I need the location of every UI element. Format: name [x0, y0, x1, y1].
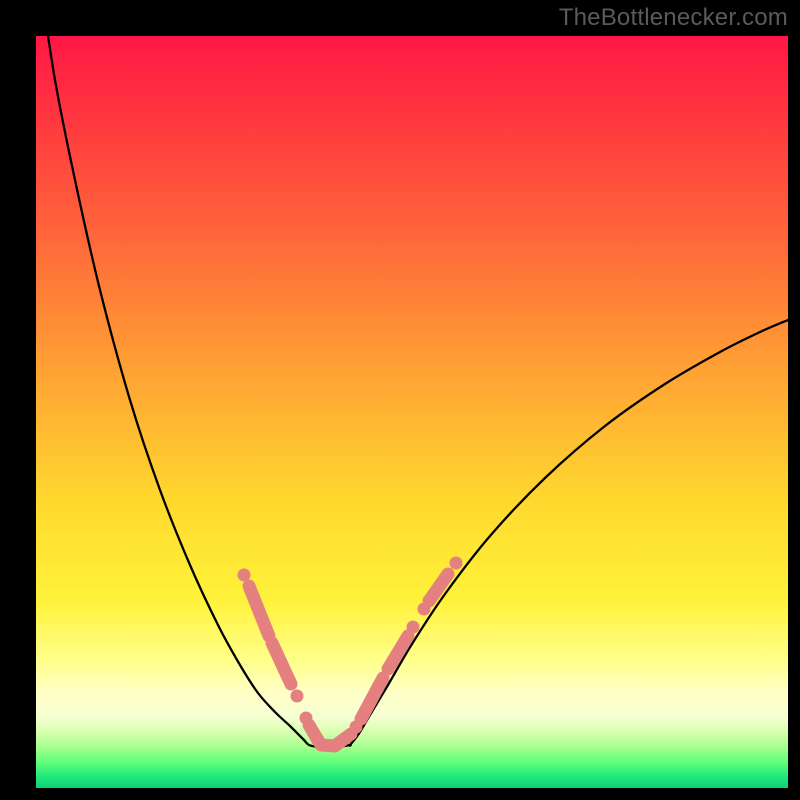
data-range-marker [309, 725, 319, 742]
data-point-marker [350, 721, 363, 734]
plot-area [36, 36, 788, 788]
data-range-marker [249, 586, 269, 636]
data-point-marker [418, 603, 431, 616]
data-point-marker [407, 621, 420, 634]
data-range-marker [272, 643, 291, 684]
data-range-marker [429, 574, 448, 601]
bottleneck-curve [40, 36, 788, 748]
data-point-marker [300, 712, 313, 725]
data-point-marker [291, 690, 304, 703]
data-range-marker [321, 745, 335, 746]
bottleneck-curve-layer [36, 36, 788, 788]
data-point-marker [450, 557, 463, 570]
data-point-marker [238, 569, 251, 582]
data-range-marker [388, 636, 408, 669]
watermark-text: TheBottlenecker.com [559, 4, 788, 32]
